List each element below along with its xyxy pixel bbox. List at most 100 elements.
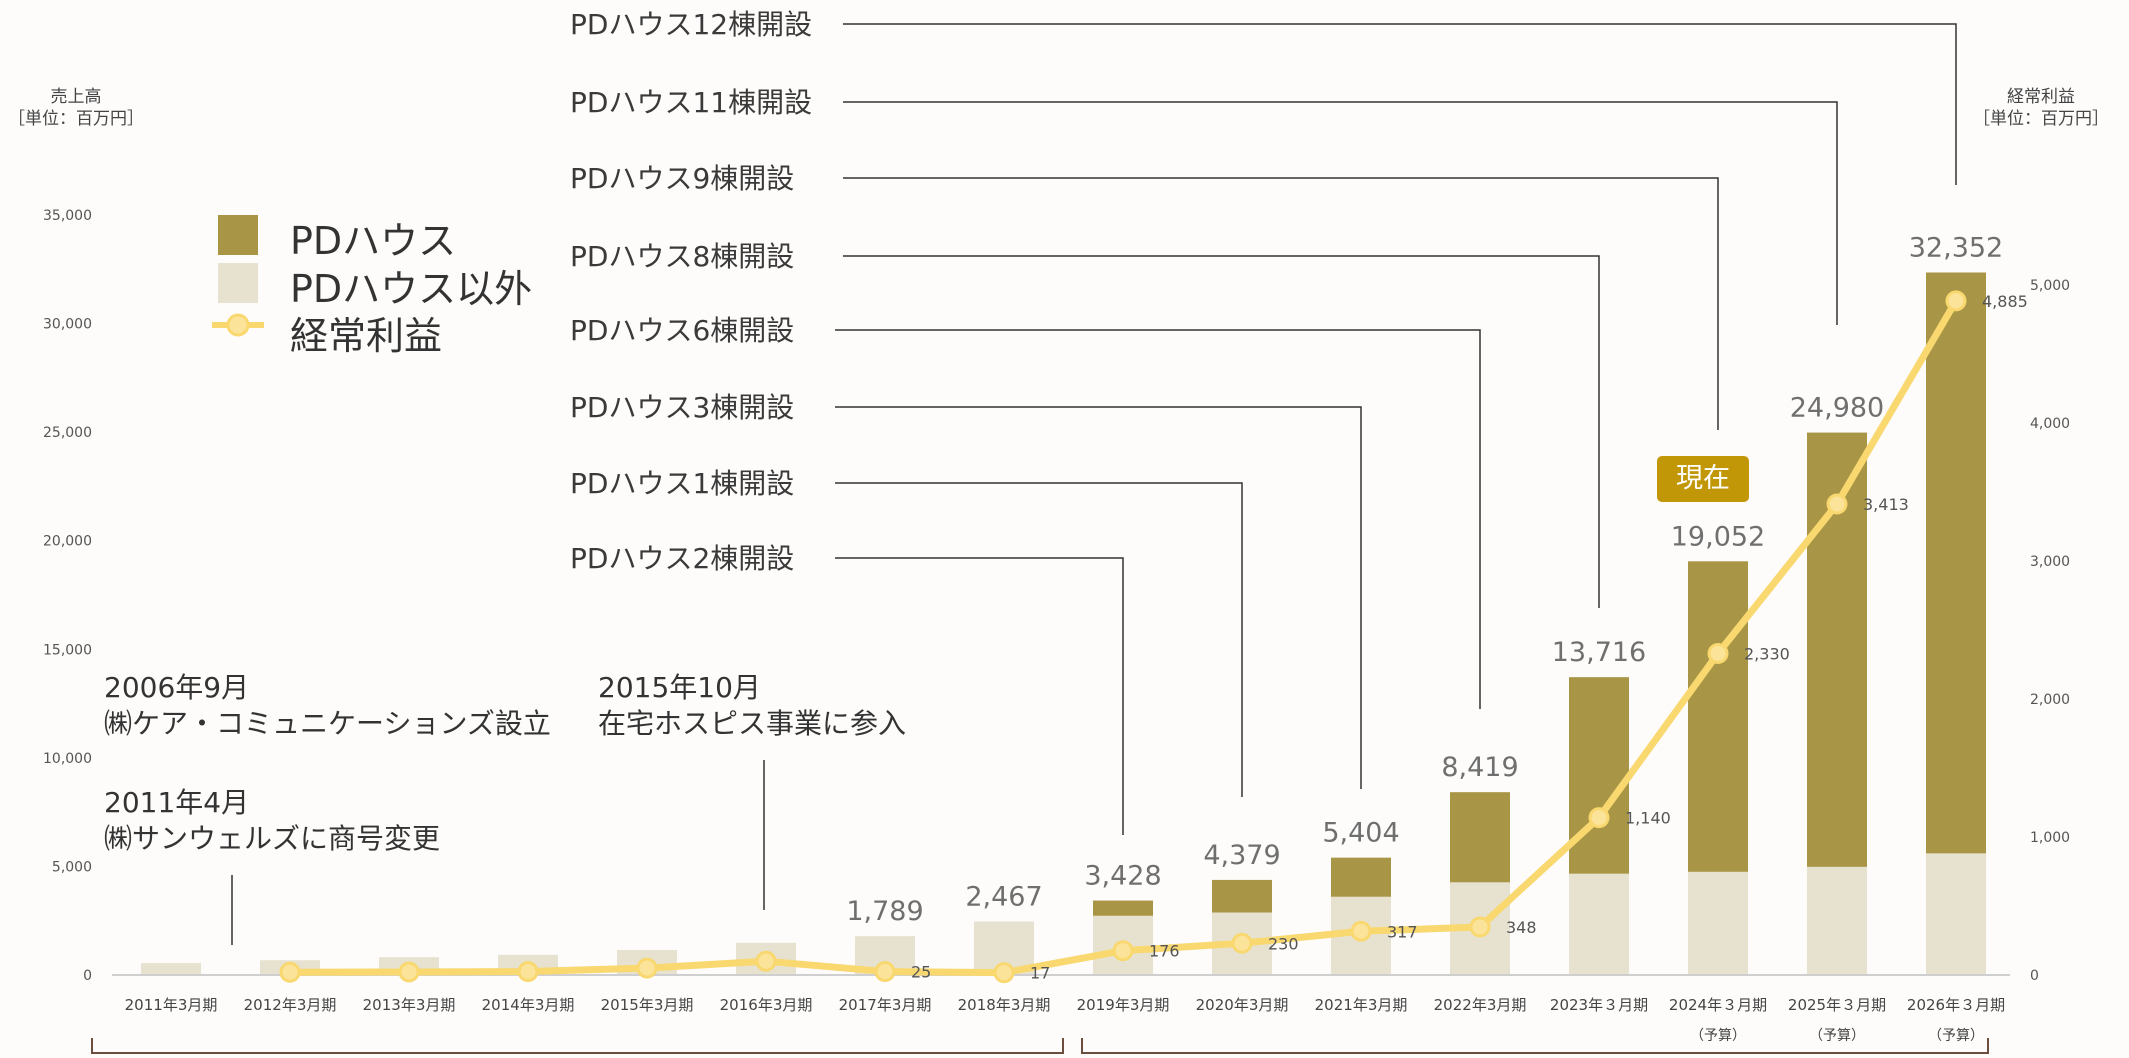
- total-sales-label: 13,716: [1552, 637, 1646, 668]
- y-right-tick-label: 4,000: [2030, 416, 2070, 432]
- x-tick-label: 2011年3月期: [125, 996, 218, 1014]
- callout-leader-line: [835, 557, 1124, 835]
- ordinary-profit-line: [279, 290, 1967, 984]
- note-renamed-date: 2011年4月: [104, 786, 250, 819]
- callout-label: PDハウス12棟開設: [570, 8, 812, 41]
- right-axis-title: 経常利益 ［単位：百万円］: [1973, 86, 2109, 130]
- legend-label-non-pd-house: PDハウス以外: [290, 267, 533, 311]
- left-axis-title-text: 売上高: [50, 87, 102, 107]
- x-tick-label: 2018年3月期: [958, 996, 1051, 1014]
- x-tick-label: 2014年3月期: [482, 996, 575, 1014]
- callout-leader-line: [843, 255, 1600, 608]
- note-founded-date: 2006年9月: [104, 671, 250, 704]
- bar-non-pd-house: [1569, 873, 1629, 975]
- profit-value-label: 1,140: [1625, 809, 1671, 828]
- callout-leader-line: [843, 23, 1957, 185]
- profit-point: [1826, 493, 1848, 515]
- profit-point: [1469, 916, 1491, 938]
- labels-group: 2011年3月期 2012年3月期 2013年3月期 2014年3月期 2015年3月期…: [125, 8, 2028, 1044]
- profit-point: [1945, 290, 1967, 312]
- y-right-tick-label: 3,000: [2030, 554, 2070, 570]
- total-sales-label: 8,419: [1441, 752, 1518, 783]
- note-renamed-text: ㈱サンウェルズに商号変更: [104, 822, 441, 855]
- note-hospice: 2015年10月 在宅ホスピス事業に参入: [598, 670, 906, 742]
- x-tick-label: 2023年３月期: [1550, 996, 1648, 1014]
- x-tick-label: 2021年3月期: [1315, 996, 1408, 1014]
- y-right-tick-label: 2,000: [2030, 692, 2070, 708]
- total-sales-label: 2,467: [965, 881, 1042, 912]
- callout-label: PDハウス11棟開設: [570, 86, 812, 119]
- total-sales-label: 4,379: [1203, 840, 1280, 871]
- bar-pd-house: [1688, 561, 1748, 872]
- bar-pd-house: [1331, 857, 1391, 897]
- x-tick-label: 2020年3月期: [1196, 996, 1289, 1014]
- callout-label: PDハウス3棟開設: [570, 391, 794, 424]
- current-badge: 現在: [1657, 456, 1749, 502]
- x-tick-label: 2016年3月期: [720, 996, 813, 1014]
- x-tick-label: 2012年3月期: [244, 996, 337, 1014]
- profit-value-label: 17: [1030, 964, 1050, 983]
- left-axis-unit: ［単位：百万円］: [8, 109, 144, 129]
- profit-point: [1112, 940, 1134, 962]
- profit-value-label: 25: [911, 963, 931, 982]
- profit-point: [874, 961, 896, 983]
- period-bracket-left: [91, 1038, 1064, 1054]
- x-tick-label: 2019年3月期: [1077, 996, 1170, 1014]
- profit-value-label: 4,885: [1982, 292, 2028, 311]
- callout-leader-line: [835, 406, 1362, 789]
- bar-pd-house: [1093, 900, 1153, 916]
- x-tick-note: （予算）: [1690, 1028, 1746, 1044]
- bar-non-pd-house: [1926, 853, 1986, 975]
- legend-swatch-non-pd-house: [218, 263, 258, 303]
- callout-leader-line: [843, 101, 1838, 325]
- callout-label: PDハウス8棟開設: [570, 240, 794, 273]
- legend-swatch-pd-house: [218, 215, 258, 255]
- callout-label: PDハウス2棟開設: [570, 542, 794, 575]
- x-tick-note: （予算）: [1809, 1028, 1865, 1044]
- callout-leader-lines: [231, 23, 1957, 945]
- legend-label-ordinary-profit: 経常利益: [290, 314, 443, 358]
- bar-pd-house: [1926, 272, 1986, 854]
- bars-group: [141, 272, 1986, 975]
- callout-label: PDハウス6棟開設: [570, 314, 794, 347]
- profit-value-label: 230: [1268, 934, 1299, 953]
- x-tick-label: 2017年3月期: [839, 996, 932, 1014]
- x-tick-label: 2022年3月期: [1434, 996, 1527, 1014]
- total-sales-label: 19,052: [1671, 521, 1765, 552]
- profit-point: [1350, 920, 1372, 942]
- profit-point: [636, 957, 658, 979]
- bar-pd-house: [1450, 792, 1510, 883]
- note-renamed: 2011年4月 ㈱サンウェルズに商号変更: [104, 785, 440, 857]
- total-sales-label: 3,428: [1084, 861, 1161, 892]
- profit-point: [517, 961, 539, 983]
- profit-value-label: 2,330: [1744, 644, 1790, 663]
- profit-point: [993, 962, 1015, 984]
- y-left-tick-label: 30,000: [43, 317, 92, 333]
- x-tick-note: （予算）: [1928, 1028, 1984, 1044]
- bar-pd-house: [1212, 879, 1272, 913]
- right-axis-title-text: 経常利益: [2007, 87, 2075, 107]
- x-tick-label: 2026年３月期: [1907, 996, 2005, 1014]
- profit-value-label: 348: [1506, 918, 1537, 937]
- profit-value-label: 176: [1149, 942, 1180, 961]
- y-left-tick-label: 20,000: [43, 534, 92, 550]
- period-bracket-right: [1081, 1038, 1989, 1054]
- bar-pd-house: [1569, 677, 1629, 874]
- profit-point: [1231, 932, 1253, 954]
- y-right-tick-label: 1,000: [2030, 830, 2070, 846]
- y-left-tick-label: 35,000: [43, 208, 92, 224]
- total-sales-label: 24,980: [1790, 393, 1884, 424]
- x-tick-label: 2024年３月期: [1669, 996, 1767, 1014]
- legend-label-pd-house: PDハウス: [290, 219, 457, 263]
- left-axis-title: 売上高 ［単位：百万円］: [8, 86, 144, 130]
- y-right-tick-label: 0: [2030, 968, 2039, 984]
- x-tick-label: 2013年3月期: [363, 996, 456, 1014]
- y-left-tick-label: 10,000: [43, 751, 92, 767]
- callout-leader-line: [835, 482, 1243, 797]
- y-left-tick-label: 15,000: [43, 642, 92, 658]
- note-founded: 2006年9月 ㈱ケア・コミュニケーションズ設立: [104, 670, 551, 742]
- note-hospice-text: 在宅ホスピス事業に参入: [598, 707, 907, 740]
- right-axis-unit: ［単位：百万円］: [1973, 109, 2109, 129]
- profit-point: [398, 961, 420, 983]
